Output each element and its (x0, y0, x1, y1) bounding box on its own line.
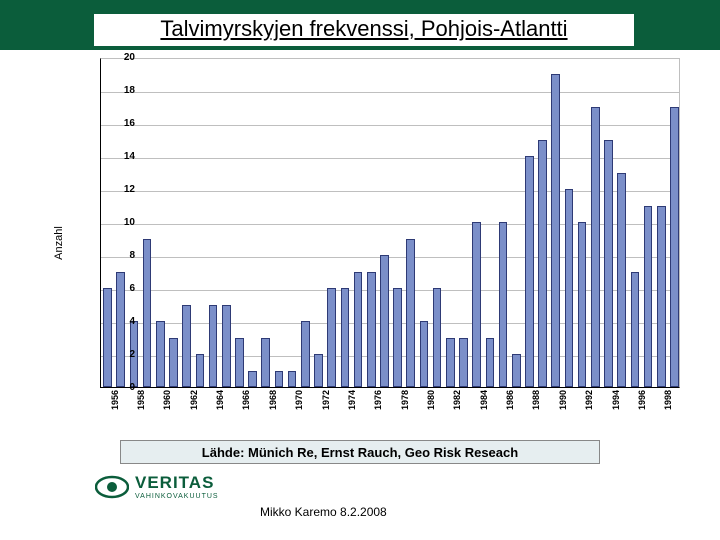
x-tick: 1982 (452, 390, 462, 420)
y-tick: 2 (115, 349, 135, 360)
x-tick: 1978 (400, 390, 410, 420)
bar (196, 354, 205, 387)
y-tick: 20 (115, 52, 135, 63)
bar (631, 272, 640, 388)
title-box: Talvimyrskyjen frekvenssi, Pohjois-Atlan… (94, 14, 634, 46)
x-tick: 1968 (268, 390, 278, 420)
y-tick: 8 (115, 250, 135, 261)
logo-name: VERITAS (135, 474, 219, 491)
x-tick: 1958 (136, 390, 146, 420)
bar (209, 305, 218, 388)
bar (617, 173, 626, 388)
x-tick: 1980 (426, 390, 436, 420)
bar (657, 206, 666, 388)
bar (367, 272, 376, 388)
bar (472, 222, 481, 387)
bar (591, 107, 600, 388)
bar (604, 140, 613, 388)
bar (341, 288, 350, 387)
bar (393, 288, 402, 387)
bar (420, 321, 429, 387)
bar (446, 338, 455, 388)
y-tick: 4 (115, 316, 135, 327)
y-tick: 12 (115, 184, 135, 195)
bar (275, 371, 284, 388)
bar (406, 239, 415, 388)
logo-icon (95, 470, 129, 504)
bar (565, 189, 574, 387)
logo-sub: VAHINKOVAKUUTUS (135, 493, 219, 500)
y-tick: 10 (115, 217, 135, 228)
plot-area (100, 58, 680, 388)
bar (525, 156, 534, 387)
gridline (101, 92, 679, 93)
x-tick: 1994 (611, 390, 621, 420)
x-tick: 1964 (215, 390, 225, 420)
logo: VERITAS VAHINKOVAKUUTUS (95, 470, 219, 504)
bar (182, 305, 191, 388)
bar (433, 288, 442, 387)
x-tick: 1976 (373, 390, 383, 420)
x-tick: 1960 (162, 390, 172, 420)
y-tick: 16 (115, 118, 135, 129)
bar (301, 321, 310, 387)
bar (235, 338, 244, 388)
bar (248, 371, 257, 388)
x-tick: 1990 (558, 390, 568, 420)
bar (486, 338, 495, 388)
x-tick: 1988 (531, 390, 541, 420)
slide: Talvimyrskyjen frekvenssi, Pohjois-Atlan… (0, 0, 720, 540)
bar (499, 222, 508, 387)
bar (354, 272, 363, 388)
bar (103, 288, 112, 387)
y-tick: 14 (115, 151, 135, 162)
x-tick: 1972 (321, 390, 331, 420)
bar (222, 305, 231, 388)
bar (169, 338, 178, 388)
bar (143, 239, 152, 388)
bar (644, 206, 653, 388)
bar (551, 74, 560, 388)
bar (261, 338, 270, 388)
footer-text: Mikko Karemo 8.2.2008 (260, 505, 387, 519)
bar (459, 338, 468, 388)
bar (670, 107, 679, 388)
bar (288, 371, 297, 388)
bar (156, 321, 165, 387)
bar (327, 288, 336, 387)
logo-text: VERITAS VAHINKOVAKUUTUS (135, 474, 219, 500)
x-tick: 1956 (110, 390, 120, 420)
x-tick: 1970 (294, 390, 304, 420)
x-tick: 1974 (347, 390, 357, 420)
source-text: Lähde: Münich Re, Ernst Rauch, Geo Risk … (202, 445, 518, 460)
x-tick: 1996 (637, 390, 647, 420)
page-title: Talvimyrskyjen frekvenssi, Pohjois-Atlan… (160, 16, 567, 42)
x-tick: 1992 (584, 390, 594, 420)
bar (314, 354, 323, 387)
bar (578, 222, 587, 387)
y-tick: 6 (115, 283, 135, 294)
bar-chart: Anzahl 024681012141618201956195819601962… (70, 58, 690, 428)
x-tick: 1962 (189, 390, 199, 420)
x-tick: 1998 (663, 390, 673, 420)
source-box: Lähde: Münich Re, Ernst Rauch, Geo Risk … (120, 440, 600, 464)
y-axis-label: Anzahl (53, 226, 65, 260)
x-tick: 1966 (241, 390, 251, 420)
x-tick: 1986 (505, 390, 515, 420)
bar (380, 255, 389, 387)
x-tick: 1984 (479, 390, 489, 420)
y-tick: 18 (115, 85, 135, 96)
bar (512, 354, 521, 387)
bar (538, 140, 547, 388)
